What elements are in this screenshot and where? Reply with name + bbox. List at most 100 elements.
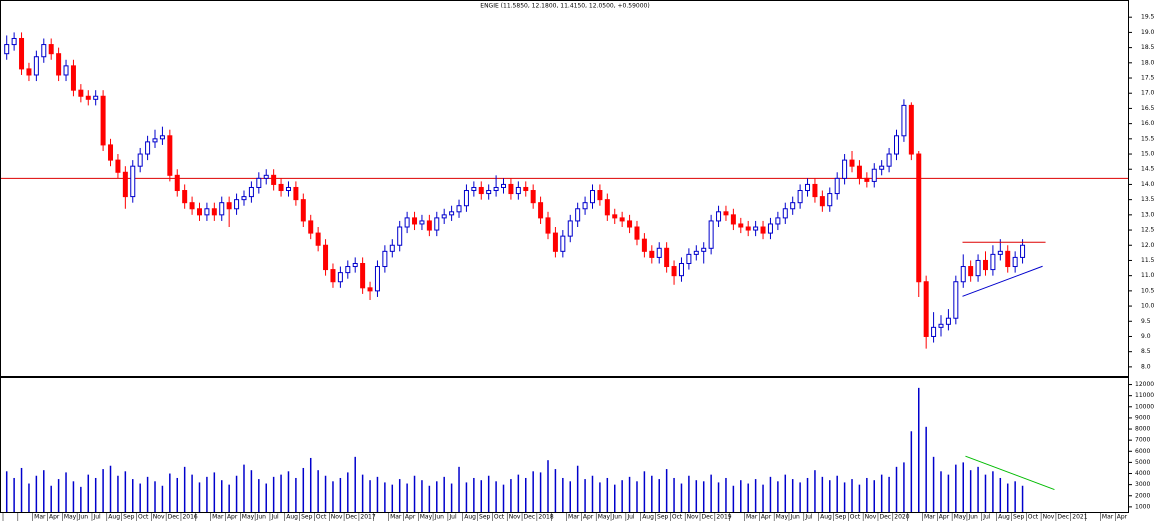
volume-frame <box>0 377 1129 513</box>
candle-body <box>167 135 173 176</box>
y2-tick-label: 4000 <box>1135 470 1150 477</box>
candle-body <box>360 262 366 289</box>
x-tick-label: Dec <box>346 514 358 521</box>
candle-body <box>649 250 655 258</box>
x-tick-label: Nov <box>509 514 521 521</box>
candle-body <box>345 266 351 274</box>
candle-body <box>530 190 536 204</box>
candle-body <box>767 223 773 234</box>
y-tick-label: 15.0 <box>1141 151 1155 158</box>
candle-body <box>968 266 974 277</box>
candle-body <box>463 190 469 207</box>
candle-body <box>508 183 514 195</box>
x-tick-label: Oct <box>850 514 861 521</box>
candle-body <box>41 44 47 58</box>
candle-body <box>493 186 499 192</box>
candle-body <box>189 202 195 210</box>
y-tick-label: 16.0 <box>1141 120 1155 127</box>
candle-body <box>597 190 603 201</box>
y2-tick-label: 11000 <box>1135 392 1154 399</box>
candle-body <box>48 44 54 55</box>
x-tick-label: Apr <box>227 514 238 521</box>
x-tick-label: Sep <box>123 514 135 521</box>
candle-body <box>886 153 892 167</box>
candle-body <box>1012 256 1018 268</box>
y2-tick-label: 8000 <box>1135 426 1150 433</box>
x-tick-label: Oct <box>138 514 149 521</box>
candle-body <box>1005 250 1011 268</box>
candle-body <box>389 244 395 252</box>
x-tick-label: Aug <box>998 514 1010 521</box>
y-tick-label: 12.0 <box>1141 242 1155 249</box>
candle-body <box>931 326 937 337</box>
candle-body <box>545 217 551 234</box>
x-tick-label: Sep <box>1013 514 1024 521</box>
x-tick-label: May <box>776 514 789 521</box>
candle-body <box>152 138 158 143</box>
y-tick-label: 17.0 <box>1141 90 1155 97</box>
x-tick-label: Apr <box>1117 514 1128 521</box>
candle-body <box>990 253 996 271</box>
y-tick-label: 19.0 <box>1141 29 1155 36</box>
x-tick-label: Nov <box>687 514 699 521</box>
x-tick-label: Aug <box>286 514 298 521</box>
x-tick-label: Apr <box>405 514 416 521</box>
candle-body <box>33 56 39 76</box>
candle-body <box>730 214 736 225</box>
candle-body <box>923 281 929 337</box>
x-tick-label: Aug <box>820 514 832 521</box>
x-tick-label: Jun <box>256 514 267 521</box>
x-tick-label: Sep <box>301 514 313 521</box>
x-tick-label: Jun <box>612 514 623 521</box>
candle-body <box>93 95 99 100</box>
candle-body <box>805 183 811 192</box>
x-tick-label: Aug <box>464 514 476 521</box>
candle-body <box>159 135 165 140</box>
candle-body <box>204 208 210 216</box>
x-tick-label: Aug <box>642 514 654 521</box>
y2-tick-label: 7000 <box>1135 437 1150 444</box>
candle-body <box>738 223 744 228</box>
candle-body <box>449 211 455 216</box>
y-tick-label: 11.5 <box>1141 257 1155 264</box>
y2-tick-label: 3000 <box>1135 481 1150 488</box>
candle-body <box>634 226 640 240</box>
candle-body <box>582 202 588 210</box>
candle-body <box>256 177 262 188</box>
candle-body <box>145 141 151 155</box>
x-tick-label: Nov <box>331 514 343 521</box>
x-tick-label: May <box>242 514 255 521</box>
y2-tick-label: 9000 <box>1135 414 1150 421</box>
candle-body <box>627 220 633 228</box>
x-tick-label: Dec <box>1057 514 1069 521</box>
candle-body <box>308 220 314 234</box>
y-tick-label: 8.0 <box>1141 363 1151 370</box>
y-tick-label: 11.0 <box>1141 272 1155 279</box>
candle-body <box>419 220 425 225</box>
candle-body <box>115 159 121 173</box>
y-tick-label: 16.5 <box>1141 105 1155 112</box>
x-tick-label: Aug <box>108 514 120 521</box>
y-tick-label: 8.5 <box>1141 348 1151 355</box>
candle-body <box>916 153 922 283</box>
candle-body <box>575 208 581 222</box>
candle-body <box>219 202 225 216</box>
candle-body <box>589 190 595 204</box>
y-tick-label: 19.5 <box>1141 14 1155 21</box>
candle-body <box>486 190 492 195</box>
candle-body <box>560 235 566 252</box>
candle-body <box>85 95 91 100</box>
x-tick-label: Apr <box>49 514 60 521</box>
candle-body <box>323 244 329 271</box>
x-tick-label: Jun <box>434 514 445 521</box>
candle-body <box>426 220 432 231</box>
candle-body <box>945 317 951 325</box>
x-tick-label: Nov <box>153 514 165 521</box>
candle-body <box>819 196 825 207</box>
candle-body <box>285 186 291 192</box>
candle-body <box>4 44 10 55</box>
chart-title: ENGIE (11.5850, 12.1800, 11.4150, 12.050… <box>480 3 649 10</box>
date-strip <box>0 512 1128 521</box>
x-tick-label: Jun <box>967 514 978 521</box>
candle-body <box>404 217 410 228</box>
